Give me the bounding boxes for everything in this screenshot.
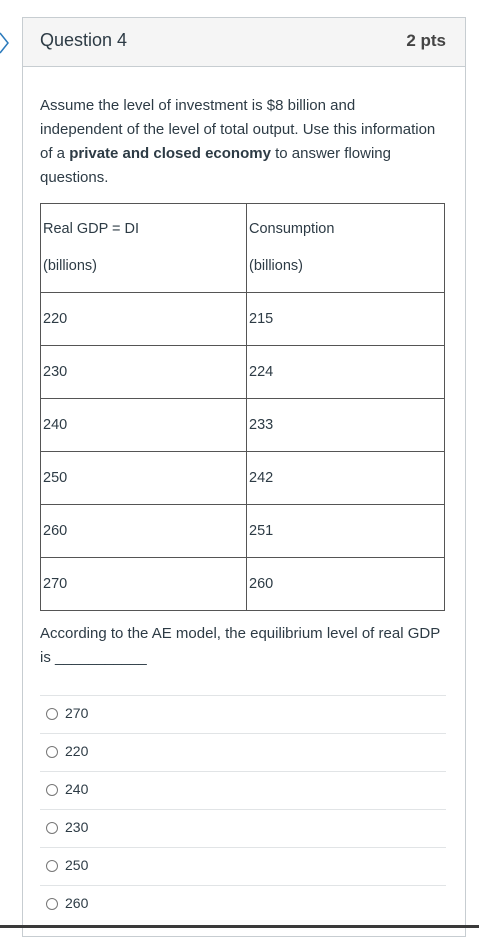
option-label: 250 <box>65 857 89 873</box>
text: According to the AE model, the equilibri… <box>40 625 440 666</box>
question-header <box>23 18 465 67</box>
answer-option[interactable]: 230 <box>40 809 446 847</box>
cell: 233 <box>246 398 445 452</box>
option-label: 260 <box>65 895 89 911</box>
answer-option[interactable]: 270 <box>40 695 446 733</box>
cell: 224 <box>246 345 445 399</box>
cell: 240 <box>40 398 247 452</box>
bold-text: private and closed economy <box>69 145 271 162</box>
cell: 230 <box>40 345 247 399</box>
header-text: (billions) <box>43 258 97 274</box>
text: Assume the level of investment is $8 bil… <box>40 97 436 162</box>
header-text: (billions) <box>249 258 303 274</box>
table-row: 230 224 <box>40 345 445 399</box>
cell: 260 <box>246 557 445 611</box>
nav-arrow[interactable] <box>0 32 12 54</box>
table-row: 250 242 <box>40 451 445 505</box>
cell: 260 <box>40 504 247 558</box>
option-label: 270 <box>65 705 89 721</box>
bottom-bar <box>0 925 479 928</box>
table-row: 220 215 <box>40 292 445 346</box>
cell: 242 <box>246 451 445 505</box>
answer-option[interactable]: 220 <box>40 733 446 771</box>
cell: 215 <box>246 292 445 346</box>
radio-button[interactable] <box>46 708 58 720</box>
header-cell: Consumption (billions) <box>246 203 445 293</box>
answer-option[interactable]: 260 <box>40 885 446 923</box>
table-row: 270 260 <box>40 557 445 611</box>
radio-button[interactable] <box>46 746 58 758</box>
header-text: Consumption <box>249 221 335 237</box>
table-row: 260 251 <box>40 504 445 558</box>
question-text: Assume the level of investment is $8 bil… <box>40 94 440 190</box>
text: to answer flowing questions. <box>40 145 391 186</box>
answer-option[interactable]: 240 <box>40 771 446 809</box>
points: 2 pts <box>406 31 446 50</box>
option-label: 220 <box>65 743 89 759</box>
radio-button[interactable] <box>46 822 58 834</box>
radio-button[interactable] <box>46 898 58 910</box>
cell: 251 <box>246 504 445 558</box>
prompt: According to the AE model, the equilibri… <box>40 622 440 670</box>
header-text: Real GDP = DI <box>43 221 140 237</box>
cell: 220 <box>40 292 247 346</box>
data-table: Real GDP = DI (billions) Consumption (billi… <box>40 203 445 611</box>
question-title: Question 4 <box>40 30 128 50</box>
option-label: 230 <box>65 819 89 835</box>
cell: 270 <box>40 557 247 611</box>
radio-button[interactable] <box>46 784 58 796</box>
header-row: Real GDP = DI (billions) Consumption (billi… <box>40 203 445 293</box>
blank: ___________ <box>55 649 147 666</box>
header-cell: Real GDP = DI (billions) <box>40 203 247 293</box>
answer-option[interactable]: 250 <box>40 847 446 885</box>
cell: 250 <box>40 451 247 505</box>
table-row: 240 233 <box>40 398 445 452</box>
option-label: 240 <box>65 781 89 797</box>
radio-button[interactable] <box>46 860 58 872</box>
